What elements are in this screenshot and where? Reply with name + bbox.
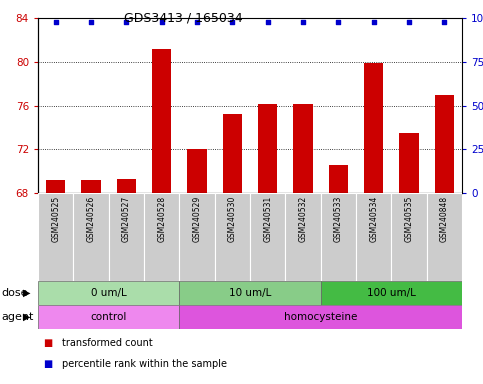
- Bar: [152, 49, 171, 193]
- Bar: [73, 193, 109, 281]
- Bar: [187, 149, 207, 193]
- Bar: [46, 180, 65, 193]
- Bar: [81, 180, 101, 193]
- Text: ■: ■: [43, 359, 52, 369]
- Bar: [214, 193, 250, 281]
- Bar: [285, 193, 321, 281]
- Text: ▶: ▶: [23, 288, 31, 298]
- Bar: [38, 281, 179, 305]
- Bar: [258, 104, 277, 193]
- Text: GSM240535: GSM240535: [404, 195, 413, 242]
- Bar: [250, 193, 285, 281]
- Bar: [179, 193, 214, 281]
- Text: 100 um/L: 100 um/L: [367, 288, 416, 298]
- Point: [228, 18, 236, 25]
- Text: GSM240526: GSM240526: [86, 195, 96, 242]
- Text: GSM240528: GSM240528: [157, 195, 166, 242]
- Bar: [179, 281, 321, 305]
- Text: transformed count: transformed count: [62, 338, 153, 348]
- Point: [405, 18, 413, 25]
- Bar: [328, 165, 348, 193]
- Point: [123, 18, 130, 25]
- Bar: [144, 193, 179, 281]
- Text: percentile rank within the sample: percentile rank within the sample: [62, 359, 227, 369]
- Text: control: control: [90, 312, 127, 322]
- Text: GSM240532: GSM240532: [298, 195, 308, 242]
- Bar: [426, 193, 462, 281]
- Bar: [223, 114, 242, 193]
- Text: GSM240531: GSM240531: [263, 195, 272, 242]
- Text: ▶: ▶: [23, 312, 31, 322]
- Point: [299, 18, 307, 25]
- Text: dose: dose: [2, 288, 28, 298]
- Text: agent: agent: [2, 312, 34, 322]
- Point: [264, 18, 271, 25]
- Bar: [435, 94, 454, 193]
- Text: homocysteine: homocysteine: [284, 312, 357, 322]
- Text: 0 um/L: 0 um/L: [91, 288, 127, 298]
- Text: GSM240533: GSM240533: [334, 195, 343, 242]
- Text: ■: ■: [43, 338, 52, 348]
- Bar: [321, 281, 462, 305]
- Bar: [356, 193, 391, 281]
- Point: [193, 18, 201, 25]
- Text: GDS3413 / 165034: GDS3413 / 165034: [124, 12, 243, 25]
- Text: GSM240525: GSM240525: [51, 195, 60, 242]
- Point: [370, 18, 378, 25]
- Text: GSM240534: GSM240534: [369, 195, 378, 242]
- Point: [334, 18, 342, 25]
- Text: GSM240527: GSM240527: [122, 195, 131, 242]
- Bar: [116, 179, 136, 193]
- Point: [87, 18, 95, 25]
- Bar: [38, 193, 73, 281]
- Point: [158, 18, 166, 25]
- Bar: [399, 133, 419, 193]
- Text: 10 um/L: 10 um/L: [229, 288, 271, 298]
- Bar: [179, 305, 462, 329]
- Bar: [109, 193, 144, 281]
- Point: [440, 18, 448, 25]
- Bar: [391, 193, 426, 281]
- Text: GSM240530: GSM240530: [228, 195, 237, 242]
- Text: GSM240529: GSM240529: [193, 195, 201, 242]
- Bar: [293, 104, 313, 193]
- Text: GSM240848: GSM240848: [440, 195, 449, 242]
- Point: [52, 18, 59, 25]
- Bar: [364, 63, 384, 193]
- Bar: [321, 193, 356, 281]
- Bar: [38, 305, 179, 329]
